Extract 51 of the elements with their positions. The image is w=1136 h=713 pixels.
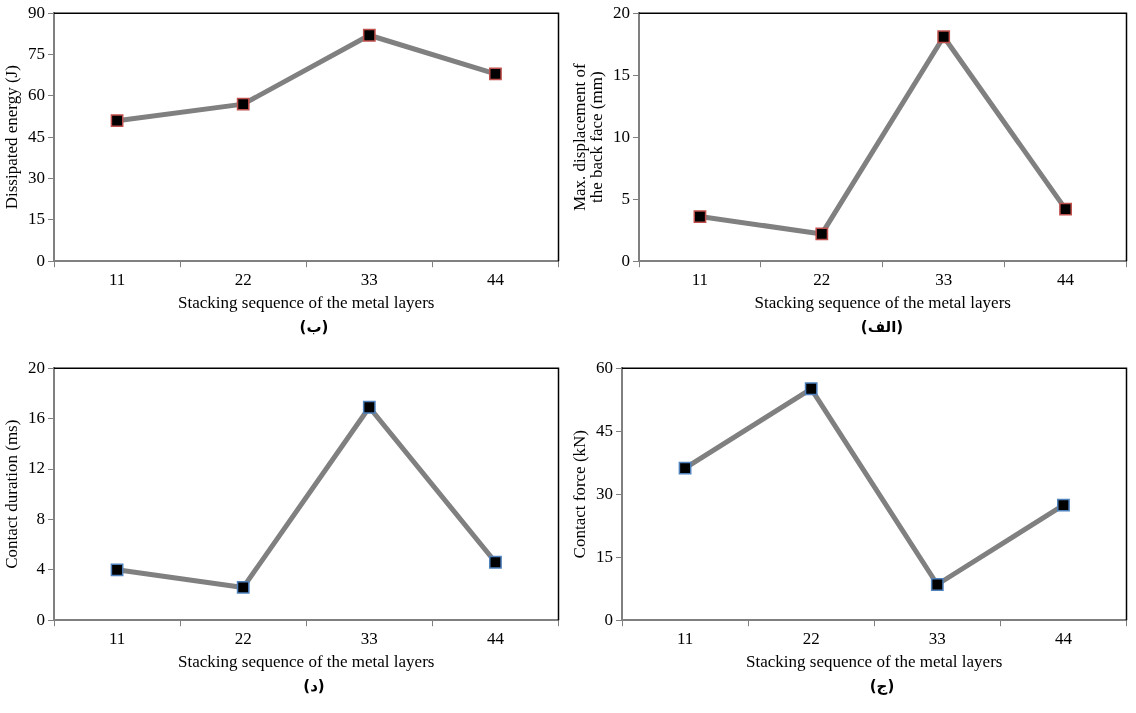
- x-axis-title: Stacking sequence of the metal layers: [178, 651, 435, 671]
- y-tick-label: 4: [36, 558, 46, 578]
- x-tick-label: 44: [1057, 269, 1075, 289]
- text: (د): [302, 676, 326, 697]
- y-axis-title: Contact duration (ms): [1, 419, 21, 569]
- x-tick-label: 44: [486, 628, 505, 648]
- y-tick-label: 90: [28, 2, 45, 22]
- y-tick-label: 30: [28, 168, 45, 187]
- y-axis-title: Contact force (kN): [569, 429, 589, 558]
- y-tick-label: 45: [596, 420, 613, 440]
- x-axis-title: Stacking sequence of the metal layers: [178, 293, 435, 313]
- text: (ب): [298, 318, 330, 338]
- x-tick-label: 44: [486, 269, 505, 289]
- y-axis-title: Max. displacement of the back face (mm): [569, 62, 606, 212]
- x-tick-label: 33: [935, 269, 953, 289]
- x-tick-label: 44: [1054, 628, 1073, 648]
- y-tick-label: 15: [613, 64, 630, 84]
- y-tick-label: 0: [36, 609, 45, 629]
- y-axis-title: Dissipated energy (J): [1, 65, 21, 210]
- y-tick-label: 5: [621, 188, 630, 208]
- y-tick-label: 60: [596, 357, 613, 377]
- y-tick-label: 8: [36, 508, 45, 528]
- x-axis-title: Stacking sequence of the metal layers: [754, 293, 1011, 313]
- text: (الف): [859, 318, 905, 338]
- y-tick-label: 10: [613, 126, 630, 146]
- y-tick-label: 12: [28, 457, 45, 477]
- x-tick-label: 11: [691, 269, 709, 289]
- y-tick-label: 20: [28, 357, 45, 377]
- y-tick-label: 60: [28, 85, 45, 105]
- x-tick-label: 11: [108, 628, 126, 648]
- y-tick-label: 45: [28, 126, 45, 146]
- x-tick-label: 33: [360, 269, 378, 289]
- y-tick-label: 15: [596, 546, 613, 566]
- x-tick-label: 11: [676, 628, 694, 648]
- y-tick-label: 15: [28, 209, 45, 229]
- x-tick-label: 33: [360, 628, 378, 648]
- y-tick-label: 75: [28, 44, 45, 63]
- x-axis-title: Stacking sequence of the metal layers: [746, 651, 1003, 671]
- x-tick-label: 33: [928, 628, 946, 648]
- x-tick-label: 22: [802, 628, 820, 648]
- x-tick-label: 11: [108, 269, 126, 289]
- y-tick-label: 16: [28, 407, 45, 427]
- y-tick-label: 30: [596, 483, 613, 503]
- y-tick-label: 20: [613, 2, 630, 22]
- x-tick-label: 22: [234, 269, 252, 289]
- y-tick-label: 0: [604, 609, 613, 629]
- y-tick-label: 0: [36, 250, 45, 270]
- x-tick-label: 22: [813, 269, 831, 289]
- x-tick-label: 22: [234, 628, 252, 648]
- y-tick-label: 0: [621, 250, 630, 270]
- text: (ج): [868, 676, 896, 697]
